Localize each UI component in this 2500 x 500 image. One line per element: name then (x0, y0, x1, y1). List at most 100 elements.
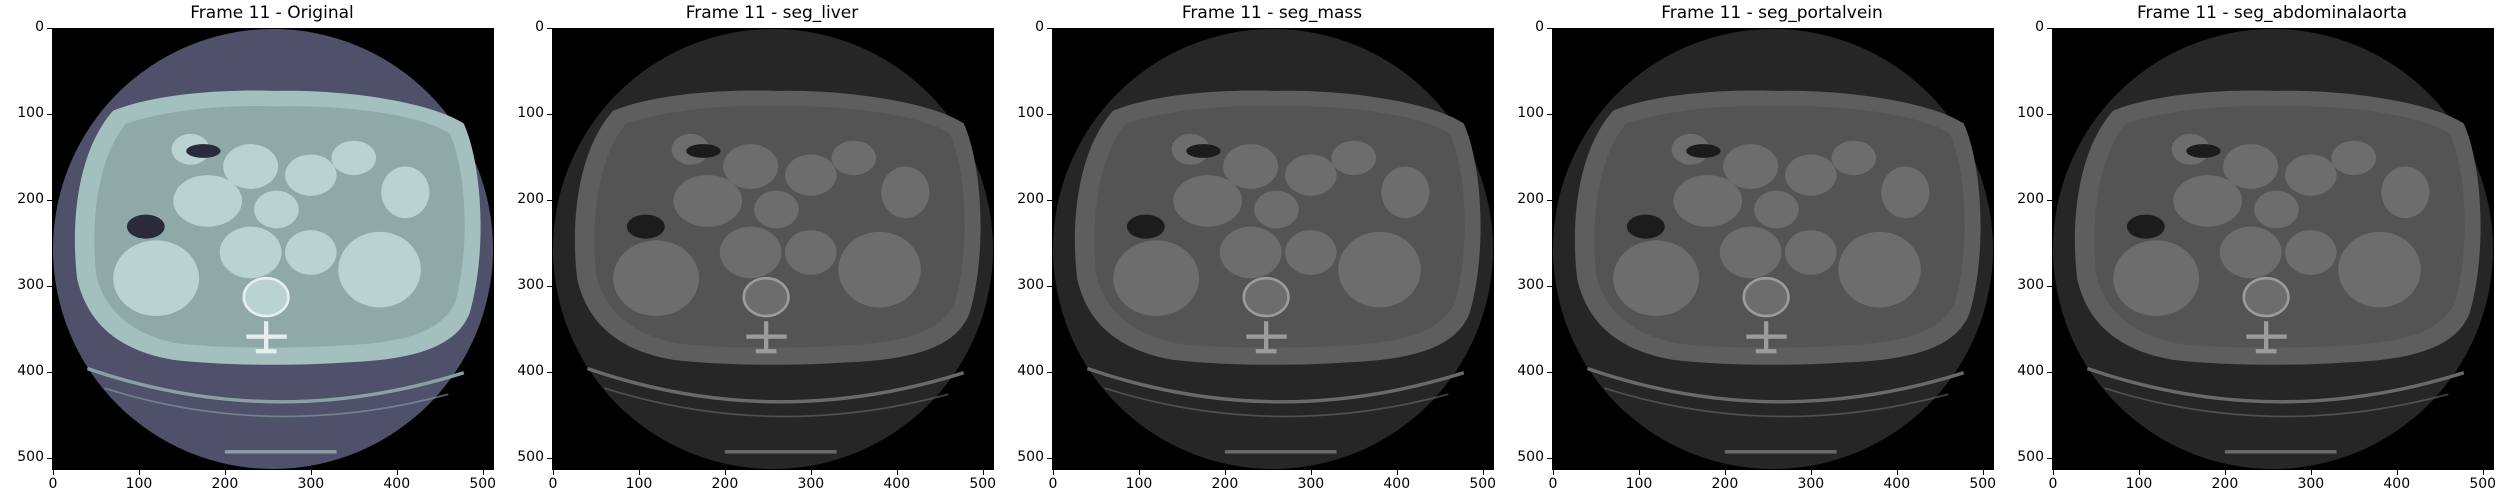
y-tick-label: 300 (2017, 276, 2044, 293)
y-tick-mark (2047, 113, 2052, 115)
scanner-table (586, 366, 965, 404)
organ-region (831, 140, 877, 176)
organ-region (1113, 240, 1200, 317)
organ-region (2113, 240, 2200, 317)
air-pocket (1186, 144, 1221, 158)
organ-region (113, 240, 200, 317)
organ-region (838, 231, 921, 308)
organ-region (1223, 144, 1279, 189)
y-tick-mark (1047, 285, 1052, 287)
organ-region (1673, 175, 1743, 227)
vertebral-body (242, 276, 290, 318)
x-tick-label: 500 (1969, 476, 1997, 492)
scanner-table-lower (604, 387, 949, 418)
y-tick-mark (1547, 28, 1552, 29)
organ-region (673, 175, 743, 227)
x-tick-mark (1310, 470, 1312, 475)
x-tick-label: 200 (211, 476, 239, 492)
x-tick-label: 0 (548, 476, 558, 492)
x-tick-mark (2053, 470, 2054, 475)
x-tick-mark (1224, 470, 1226, 475)
organ-region (2338, 231, 2421, 308)
ct-image-axes (1052, 28, 1494, 470)
organ-region (1785, 230, 1837, 275)
y-tick-mark (47, 371, 52, 373)
y-tick-label: 0 (1535, 19, 1544, 35)
organ-region (338, 231, 421, 308)
organ-region (173, 175, 243, 227)
y-tick-label: 500 (17, 448, 44, 465)
x-tick-label: 300 (797, 476, 825, 492)
vertebral-body (1242, 276, 1290, 318)
y-tick-mark (1547, 285, 1552, 287)
x-tick-label: 200 (2211, 476, 2239, 492)
air-pocket (186, 144, 221, 158)
y-tick-mark (547, 199, 552, 201)
ct-slice-image (2053, 29, 2493, 469)
ct-slice-image (1053, 29, 1493, 469)
organ-region (381, 166, 430, 219)
y-tick-label: 100 (517, 104, 544, 121)
x-tick-label: 500 (469, 476, 497, 492)
organ-region (2285, 154, 2337, 196)
y-tick-label: 100 (2017, 104, 2044, 121)
organ-region (2285, 230, 2337, 275)
panel-title: Frame 11 - seg_abdominalaorta (2136, 3, 2408, 23)
y-tick-mark (1547, 457, 1552, 459)
y-tick-mark (2047, 457, 2052, 459)
x-tick-label: 0 (48, 476, 58, 492)
x-tick-mark (553, 470, 554, 475)
y-tick-label: 300 (17, 276, 44, 293)
x-tick-label: 0 (2048, 476, 2058, 492)
ct-slice-image (1553, 29, 1993, 469)
y-tick-label: 400 (2017, 362, 2044, 379)
y-tick-label: 500 (1517, 448, 1544, 465)
y-tick-mark (2047, 371, 2052, 373)
organ-region (1719, 226, 1782, 279)
y-tick-mark (47, 113, 52, 115)
x-tick-mark (810, 470, 812, 475)
y-tick-label: 500 (2017, 448, 2044, 465)
y-tick-label: 300 (517, 276, 544, 293)
panel-title: Frame 11 - seg_portalvein (1661, 3, 1883, 23)
x-tick-mark (2224, 470, 2226, 475)
scanner-table (86, 366, 465, 404)
organ-region (1613, 240, 1700, 317)
x-tick-mark (224, 470, 226, 475)
organ-region (1219, 226, 1282, 279)
x-tick-mark (1396, 470, 1398, 475)
organ-region (881, 166, 930, 219)
scanner-table-lower (104, 387, 449, 418)
y-tick-label: 400 (17, 362, 44, 379)
table-rail (724, 450, 837, 454)
x-tick-mark (1982, 470, 1984, 475)
organ-region (754, 190, 799, 229)
y-tick-mark (1547, 199, 1552, 201)
x-tick-mark (1724, 470, 1726, 475)
x-tick-label: 500 (1469, 476, 1497, 492)
y-tick-label: 200 (2017, 190, 2044, 207)
x-tick-label: 500 (2469, 476, 2497, 492)
organ-region (1254, 190, 1299, 229)
y-tick-label: 0 (35, 19, 44, 35)
x-tick-mark (1638, 470, 1640, 475)
ct-image-axes (52, 28, 494, 470)
x-tick-label: 500 (969, 476, 997, 492)
panel-title: Frame 11 - Original (190, 3, 354, 23)
ct-image-axes (1552, 28, 1994, 470)
organ-region (2223, 144, 2279, 189)
y-tick-label: 400 (1517, 362, 1544, 379)
x-tick-label: 100 (1125, 476, 1153, 492)
vertebral-body (742, 276, 790, 318)
organ-region (1331, 140, 1377, 176)
air-pocket (1626, 214, 1665, 239)
organ-region (1838, 231, 1921, 308)
organ-region (2331, 140, 2377, 176)
organ-region (1381, 166, 1430, 219)
x-tick-label: 200 (711, 476, 739, 492)
x-tick-label: 0 (1548, 476, 1558, 492)
ct-image-axes (2052, 28, 2494, 470)
organ-region (285, 154, 337, 196)
x-tick-mark (1553, 470, 1554, 475)
